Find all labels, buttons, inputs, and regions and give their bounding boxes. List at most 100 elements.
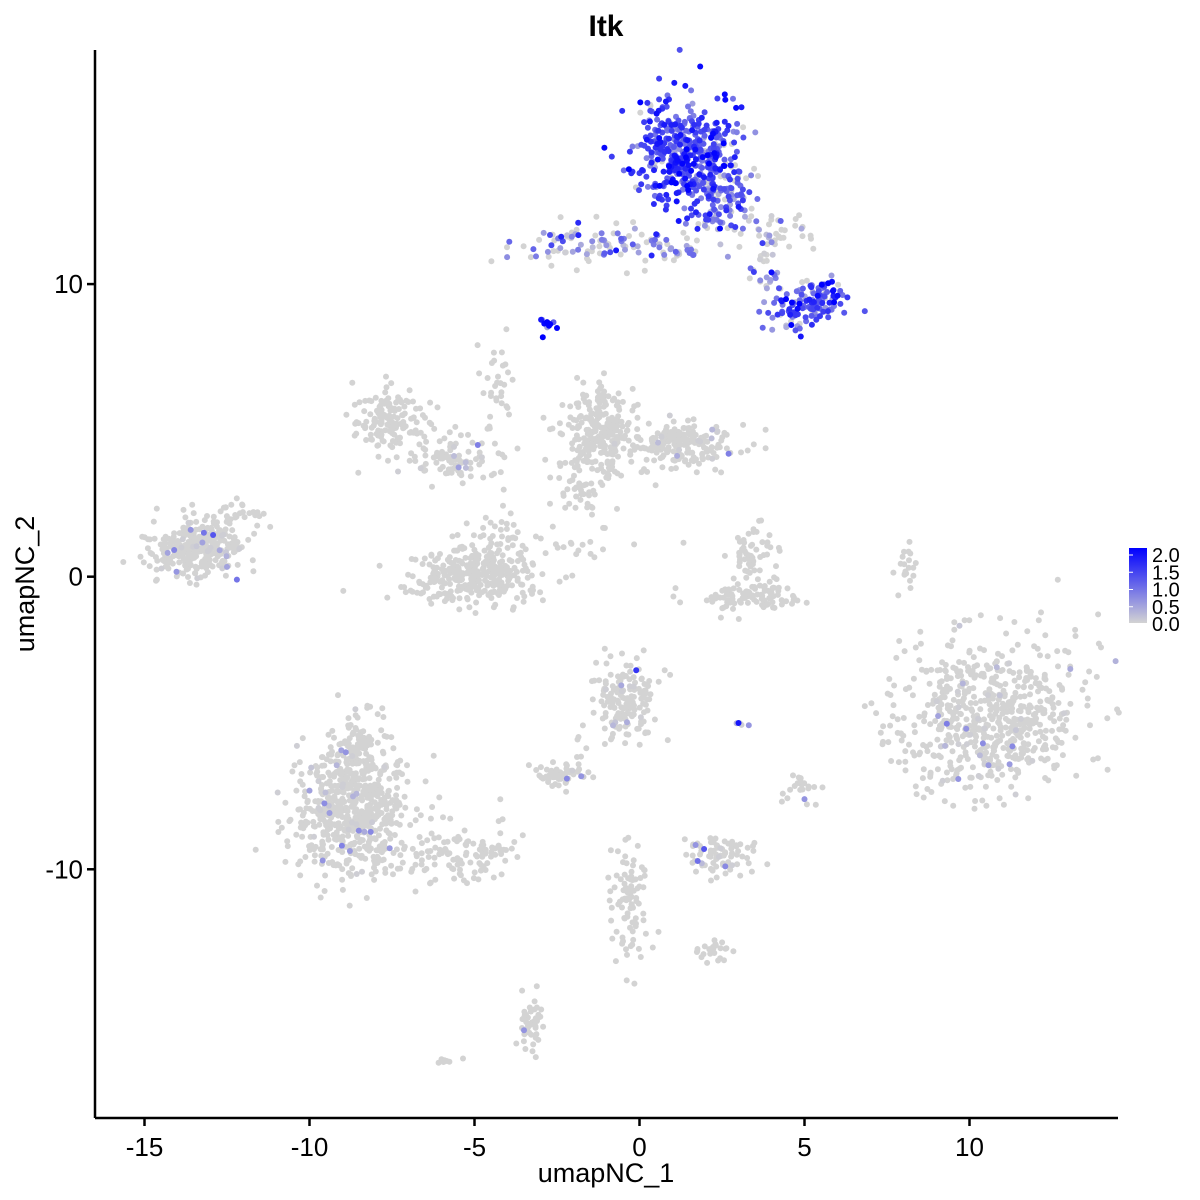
cell-point-expressing [353, 871, 360, 877]
cell-point [659, 464, 666, 471]
cell-point [232, 512, 239, 518]
cell-point [740, 124, 747, 131]
cell-point-expressing [676, 170, 683, 177]
cell-point-expressing [361, 828, 368, 835]
cell-point-expressing [748, 172, 755, 179]
cell-point [472, 610, 479, 616]
cell-point [520, 598, 527, 605]
cell-point [480, 863, 487, 870]
cell-point-expressing [672, 121, 678, 128]
cell-point [697, 851, 703, 858]
cell-point [657, 455, 664, 462]
cell-point [631, 403, 638, 410]
cell-point-expressing [692, 139, 699, 146]
cell-point [504, 582, 511, 589]
cell-point-expressing [367, 828, 374, 835]
cell-point [377, 771, 384, 778]
cell-point-expressing [648, 149, 655, 156]
cell-point-expressing [660, 168, 667, 175]
cell-point [213, 523, 220, 530]
cell-point [910, 572, 917, 579]
cell-point [631, 541, 638, 548]
cell-point [913, 791, 920, 798]
cell-point [693, 469, 700, 476]
cell-point [491, 845, 498, 852]
cell-point [151, 535, 158, 542]
cell-point [589, 511, 595, 518]
cell-point [449, 597, 456, 604]
cell-point-expressing [745, 217, 752, 224]
cell-point [469, 439, 476, 446]
cell-point-expressing [717, 845, 724, 852]
cell-point-expressing [821, 293, 828, 300]
cell-point [744, 844, 751, 851]
cell-point [641, 872, 648, 879]
cell-point-expressing [625, 166, 632, 173]
cell-point [750, 441, 757, 448]
cell-point [169, 560, 176, 567]
cell-point [640, 647, 647, 654]
cell-point [649, 944, 656, 951]
cell-point [144, 545, 151, 552]
cell-point [1024, 628, 1031, 635]
cell-point [428, 830, 435, 837]
cell-point [489, 570, 496, 577]
cell-point [609, 458, 616, 465]
cell-point [419, 581, 426, 588]
cell-point [899, 553, 906, 560]
cell-point [398, 839, 405, 846]
cell-point [745, 589, 752, 595]
cell-point-expressing [734, 120, 741, 127]
cell-point-expressing [539, 334, 546, 341]
cell-point [1012, 694, 1019, 701]
cell-point-expressing [665, 148, 672, 155]
cell-point [377, 402, 384, 409]
cell-point [990, 725, 997, 732]
cell-point [740, 421, 747, 428]
cell-point [467, 473, 474, 480]
cell-point [648, 437, 655, 444]
cell-point [745, 530, 752, 537]
cell-point [601, 741, 608, 747]
cell-point [1024, 665, 1030, 672]
cell-point [344, 808, 351, 815]
cell-point-expressing [648, 252, 655, 259]
cell-point [513, 1040, 520, 1047]
cell-point [427, 848, 434, 854]
cell-point-expressing [727, 176, 733, 183]
cell-point [778, 226, 785, 233]
cell-point [767, 594, 774, 601]
cell-point [482, 577, 488, 584]
cell-point [1041, 673, 1048, 680]
cell-point-expressing [193, 543, 200, 550]
cell-point [529, 1048, 536, 1055]
cell-point-expressing [647, 107, 654, 114]
cell-point [444, 470, 451, 476]
cell-point-expressing [171, 547, 178, 553]
cell-point [630, 674, 637, 681]
cell-point-expressing [688, 212, 695, 219]
cell-point-expressing [619, 107, 626, 114]
cell-point-expressing [557, 245, 564, 252]
cell-point-expressing [417, 465, 424, 472]
cell-point [902, 758, 909, 765]
cell-point [907, 585, 914, 591]
cell-point [623, 270, 630, 277]
cell-point-expressing [661, 121, 668, 128]
cell-point-expressing [671, 79, 678, 86]
cell-point [1006, 747, 1013, 754]
cell-point [495, 592, 502, 598]
cell-point [617, 677, 624, 684]
cell-point [332, 770, 338, 777]
cell-point-expressing [618, 682, 625, 689]
cell-point [744, 599, 751, 606]
cell-point [741, 548, 748, 555]
cell-point [381, 842, 388, 849]
cell-point [533, 767, 540, 773]
cell-point [373, 418, 380, 425]
cell-point [631, 980, 638, 987]
cell-point [569, 477, 576, 483]
cell-point-expressing [564, 232, 571, 239]
cell-point-expressing [568, 233, 575, 240]
cell-point [520, 1038, 527, 1045]
